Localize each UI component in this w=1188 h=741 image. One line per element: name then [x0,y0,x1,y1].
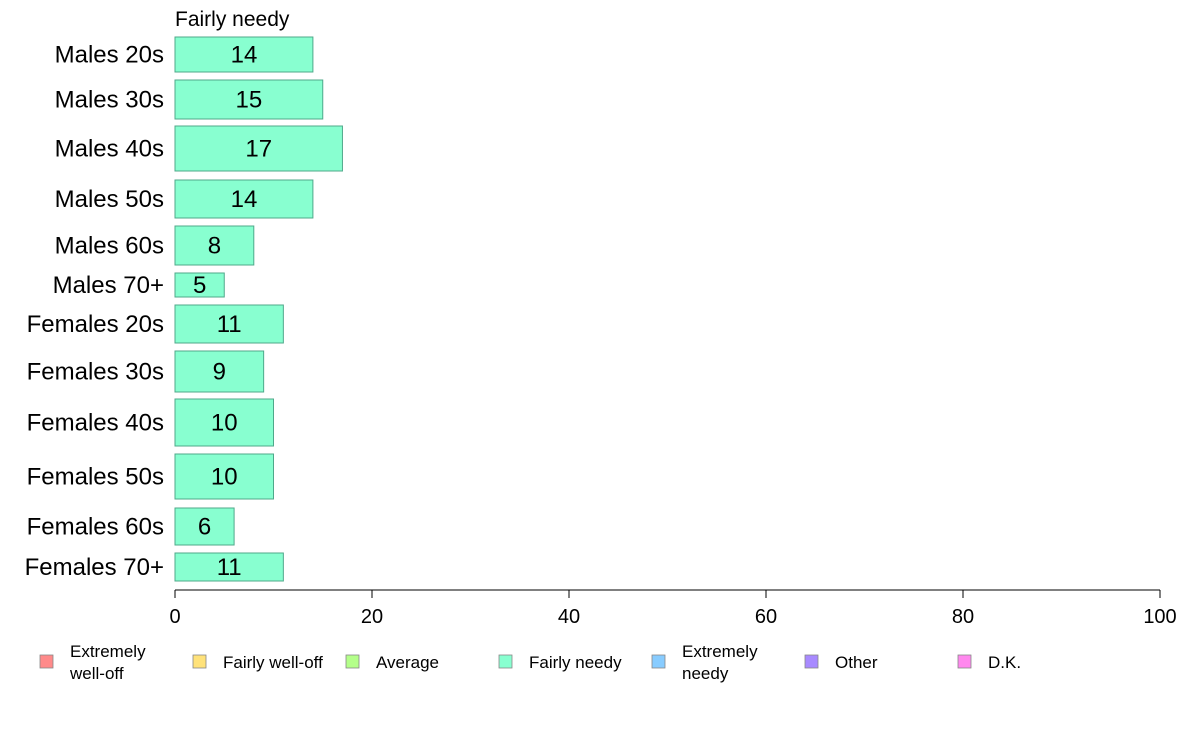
legend-item: Other [804,653,878,672]
bar [174,36,314,73]
data-label: 11 [217,554,242,581]
bar [174,552,284,582]
category-label: Females 30s [27,359,164,386]
category-label: Males 40s [55,136,164,163]
data-label: 14 [231,186,258,213]
legend-label: Extremely needy [682,642,758,683]
legend: Extremely well-off Fairly well-off Average F… [39,642,1021,683]
data-label: 11 [217,311,242,338]
bar-group: Females 50s 10 [27,453,274,500]
category-label: Males 20s [55,42,164,69]
bar [174,225,255,266]
data-label: 10 [211,410,238,437]
bar [174,350,265,393]
bar [174,179,314,219]
chart-title: Fairly needy [175,8,290,31]
category-label: Females 60s [27,514,164,541]
category-label: Males 30s [55,87,164,114]
category-label: Males 60s [55,233,164,260]
bar-group: Females 20s 11 [27,304,284,344]
category-label: Males 50s [55,186,164,213]
bar-group: Males 70+ 5 [53,272,225,299]
legend-item: Extremely well-off [39,642,146,683]
bar-group: Males 60s 8 [55,225,255,266]
bar-group: Males 40s 17 [55,125,343,172]
data-label: 14 [231,42,258,69]
legend-swatch [498,654,513,669]
data-label: 17 [245,136,272,163]
legend-label: Fairly needy [529,653,622,672]
data-label: 15 [236,87,263,114]
bar [174,125,343,172]
legend-swatch [345,654,360,669]
x-axis: 0 20 40 60 80 100 [169,589,1177,628]
bar-group: Females 60s 6 [27,507,235,546]
bar [174,507,235,546]
legend-swatch [192,654,207,669]
x-tick-label: 100 [1143,606,1176,628]
category-label: Females 20s [27,311,164,338]
x-tick-label: 20 [361,606,383,628]
bar-group: Males 30s 15 [55,79,324,120]
bar-group: Males 20s 14 [55,36,314,73]
data-label: 10 [211,464,238,491]
bar [174,272,225,298]
x-tick-label: 60 [755,606,777,628]
x-tick-label: 0 [169,606,180,628]
legend-label: Fairly well-off [223,653,323,672]
bar [174,453,274,500]
legend-item: Extremely needy [651,642,758,683]
bar-group: Males 50s 14 [55,179,314,219]
bar [174,398,274,447]
legend-swatch [39,654,54,669]
data-label: 8 [208,233,221,260]
legend-item: Average [345,653,439,672]
bar-group: Females 30s 9 [27,350,265,393]
legend-label: Average [376,653,439,672]
category-label: Females 50s [27,464,164,491]
category-label: Males 70+ [53,272,164,299]
legend-label: Other [835,653,878,672]
legend-item: D.K. [957,653,1021,672]
data-label: 6 [198,514,211,541]
x-tick-label: 80 [952,606,974,628]
legend-label: Extremely well-off [69,642,146,683]
legend-label: D.K. [988,653,1021,672]
bar [174,79,324,120]
bars-layer: Males 20s 14 Males 30s 15 Males 40s 17 Males 5… [25,36,343,582]
legend-item: Fairly needy [498,653,622,672]
category-label: Females 70+ [25,554,164,581]
category-label: Females 40s [27,410,164,437]
legend-swatch [651,654,666,669]
bar-group: Females 70+ 11 [25,552,284,582]
legend-swatch [804,654,819,669]
data-label: 5 [193,272,206,299]
x-tick-label: 40 [558,606,580,628]
legend-swatch [957,654,972,669]
data-label: 9 [213,359,226,386]
bar [174,304,284,344]
legend-item: Fairly well-off [192,653,323,672]
bar-group: Females 40s 10 [27,398,274,447]
